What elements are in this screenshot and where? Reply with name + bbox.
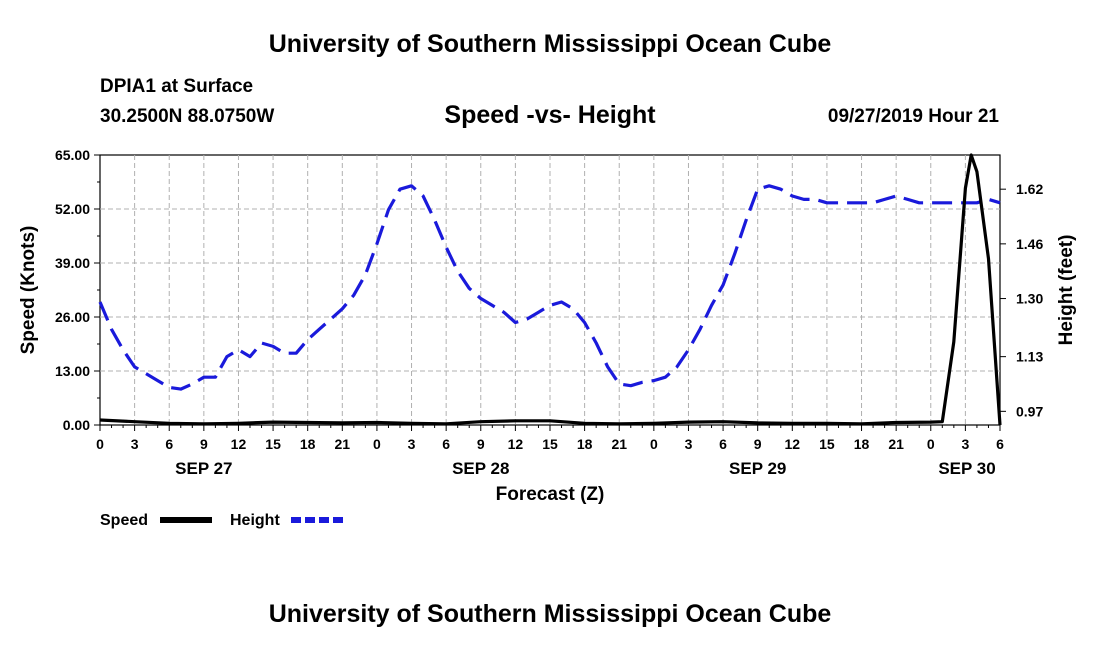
left-y-tick-label: 0.00 — [63, 417, 90, 433]
x-tick-label: 18 — [300, 436, 316, 452]
right-y-tick-label: 0.97 — [1016, 403, 1043, 419]
x-tick-label: 0 — [650, 436, 658, 452]
x-tick-label: 9 — [200, 436, 208, 452]
x-tick-label: 6 — [165, 436, 173, 452]
chart-title-bottom: University of Southern Mississippi Ocean… — [268, 600, 832, 628]
right-y-tick-label: 1.46 — [1016, 236, 1043, 252]
x-tick-label: 9 — [754, 436, 762, 452]
x-date-label: SEP 27 — [175, 459, 232, 478]
x-tick-label: 18 — [854, 436, 870, 452]
series-speed-line — [99, 153, 1002, 426]
x-date-label: SEP 30 — [938, 459, 995, 478]
right-y-tick-label: 1.62 — [1016, 181, 1043, 197]
forecast-datetime: 09/27/2019 Hour 21 — [827, 106, 999, 127]
right-y-tick-label: 1.13 — [1016, 349, 1043, 365]
x-tick-label: 6 — [719, 436, 727, 452]
x-tick-label: 0 — [373, 436, 381, 452]
left-y-tick-label: 65.00 — [55, 147, 90, 163]
x-tick-label: 12 — [508, 436, 524, 452]
x-tick-label: 12 — [231, 436, 247, 452]
left-y-tick-label: 13.00 — [55, 363, 90, 379]
x-tick-label: 0 — [96, 436, 104, 452]
x-tick-label: 3 — [685, 436, 693, 452]
x-tick-label: 6 — [442, 436, 450, 452]
chart-title-top: University of Southern Mississippi Ocean… — [268, 30, 832, 58]
left-y-tick-label: 26.00 — [55, 309, 90, 325]
x-tick-label: 3 — [131, 436, 139, 452]
x-tick-label: 3 — [961, 436, 969, 452]
x-tick-label: 15 — [542, 436, 558, 452]
right-axis-title: Height (feet) — [1056, 235, 1077, 346]
x-tick-label: 0 — [927, 436, 935, 452]
left-y-tick-label: 39.00 — [55, 255, 90, 271]
chart-subtitle: Speed -vs- Height — [444, 101, 656, 129]
x-tick-label: 15 — [265, 436, 281, 452]
left-axis-title: Speed (Knots) — [18, 226, 39, 355]
series-height-line — [98, 184, 1001, 391]
coordinates-label: 30.2500N 88.0750W — [100, 106, 275, 127]
x-tick-label: 21 — [335, 436, 351, 452]
right-y-tick-label: 1.30 — [1016, 291, 1043, 307]
legend-height-label: Height — [230, 512, 280, 529]
x-tick-label: 12 — [785, 436, 801, 452]
x-tick-label: 3 — [408, 436, 416, 452]
x-tick-label: 9 — [477, 436, 485, 452]
x-date-label: SEP 28 — [452, 459, 509, 478]
x-tick-label: 15 — [819, 436, 835, 452]
x-axis-title: Forecast (Z) — [496, 484, 605, 505]
x-date-label: SEP 29 — [729, 459, 786, 478]
x-tick-label: 18 — [577, 436, 593, 452]
x-tick-label: 6 — [996, 436, 1004, 452]
legend-speed-label: Speed — [100, 512, 148, 529]
station-label: DPIA1 at Surface — [100, 76, 254, 97]
left-y-tick-label: 52.00 — [55, 201, 90, 217]
x-tick-label: 21 — [888, 436, 904, 452]
x-tick-label: 21 — [611, 436, 627, 452]
